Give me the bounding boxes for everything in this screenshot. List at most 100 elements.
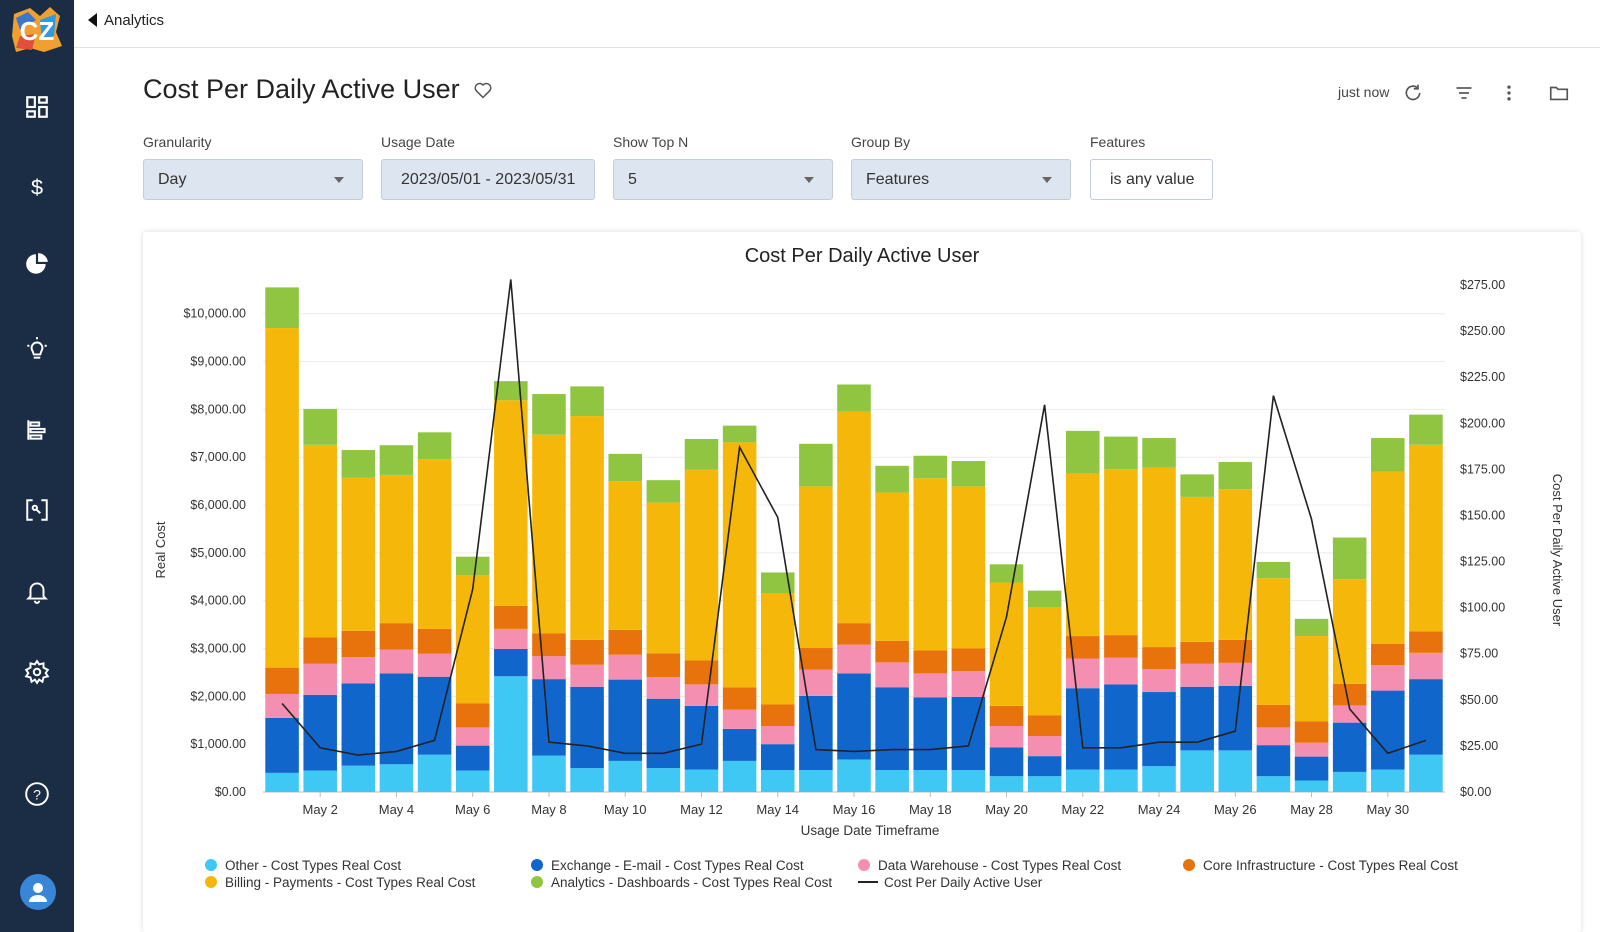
bar-segment[interactable]: [875, 769, 909, 792]
bar-segment[interactable]: [1104, 469, 1138, 636]
bar-segment[interactable]: [760, 725, 795, 745]
bar-segment[interactable]: [1218, 639, 1253, 663]
bar-segment[interactable]: [1256, 745, 1291, 777]
bar-segment[interactable]: [265, 328, 299, 668]
bar-segment[interactable]: [379, 673, 414, 765]
bar-segment[interactable]: [1218, 461, 1253, 490]
bar-segment[interactable]: [1065, 769, 1100, 792]
legend-item[interactable]: Exchange - E-mail - Cost Types Real Cost: [531, 858, 804, 873]
bar-segment[interactable]: [1218, 662, 1253, 686]
bar-segment[interactable]: [1142, 669, 1176, 693]
bar-segment[interactable]: [684, 439, 719, 470]
bar-segment[interactable]: [1180, 686, 1214, 751]
bar-segment[interactable]: [913, 697, 948, 770]
legend-item[interactable]: Billing - Payments - Cost Types Real Cos…: [205, 875, 475, 890]
bar-segment[interactable]: [1294, 756, 1329, 781]
cz-logo[interactable]: CZ: [10, 6, 64, 54]
bar-segment[interactable]: [875, 465, 909, 493]
bar-segment[interactable]: [1409, 754, 1443, 792]
bar-segment[interactable]: [646, 677, 681, 699]
bar-list-icon[interactable]: [17, 410, 57, 450]
bar-segment[interactable]: [265, 693, 299, 718]
bar-segment[interactable]: [1027, 607, 1062, 716]
bar-segment[interactable]: [1371, 438, 1405, 472]
bar-segment[interactable]: [341, 765, 376, 792]
bar-segment[interactable]: [494, 648, 528, 677]
bar-segment[interactable]: [913, 455, 948, 479]
bar-segment[interactable]: [1027, 756, 1062, 777]
bar-segment[interactable]: [455, 703, 490, 728]
bar-segment[interactable]: [760, 593, 795, 705]
bar-segment[interactable]: [951, 461, 986, 487]
bar-segment[interactable]: [379, 649, 414, 674]
bar-segment[interactable]: [265, 287, 299, 329]
bar-segment[interactable]: [760, 769, 795, 792]
bar-segment[interactable]: [1371, 643, 1405, 666]
bar-segment[interactable]: [341, 683, 376, 766]
bar-segment[interactable]: [1065, 473, 1100, 637]
bar-segment[interactable]: [1256, 578, 1291, 705]
bar-segment[interactable]: [837, 673, 871, 760]
bar-segment[interactable]: [1104, 635, 1138, 658]
bar-segment[interactable]: [1409, 679, 1443, 755]
bar-segment[interactable]: [799, 769, 833, 792]
usage-date-picker[interactable]: 2023/05/01 - 2023/05/31: [381, 159, 595, 200]
legend-item[interactable]: Data Warehouse - Cost Types Real Cost: [858, 858, 1121, 873]
bar-segment[interactable]: [1104, 436, 1138, 470]
bar-segment[interactable]: [532, 633, 566, 657]
bar-segment[interactable]: [265, 717, 299, 773]
bar-segment[interactable]: [379, 445, 414, 475]
group-by-select[interactable]: Features: [851, 159, 1071, 200]
bar-segment[interactable]: [1027, 590, 1062, 608]
bar-segment[interactable]: [303, 408, 337, 445]
bar-segment[interactable]: [455, 770, 490, 792]
bar-segment[interactable]: [1409, 652, 1443, 680]
legend-item[interactable]: Cost Per Daily Active User: [858, 875, 1042, 890]
bar-segment[interactable]: [1027, 776, 1062, 792]
granularity-select[interactable]: Day: [143, 159, 363, 200]
bar-segment[interactable]: [455, 575, 490, 704]
bar-segment[interactable]: [875, 492, 909, 641]
refresh-icon[interactable]: [1400, 80, 1426, 106]
bar-segment[interactable]: [341, 630, 376, 658]
bar-segment[interactable]: [913, 673, 948, 698]
bar-segment[interactable]: [570, 768, 604, 792]
bar-segment[interactable]: [417, 653, 452, 677]
bar-segment[interactable]: [722, 687, 757, 710]
bar-segment[interactable]: [608, 760, 643, 792]
more-options-icon[interactable]: [1496, 80, 1522, 106]
bar-segment[interactable]: [684, 769, 719, 792]
bar-segment[interactable]: [570, 639, 604, 665]
bar-segment[interactable]: [913, 769, 948, 792]
bar-segment[interactable]: [1027, 736, 1062, 757]
bar-segment[interactable]: [608, 679, 643, 761]
help-icon[interactable]: ?: [17, 774, 57, 814]
bar-segment[interactable]: [646, 698, 681, 769]
bar-segment[interactable]: [1294, 721, 1329, 743]
bar-segment[interactable]: [646, 768, 681, 792]
bar-segment[interactable]: [417, 676, 452, 755]
bar-segment[interactable]: [722, 442, 757, 688]
bar-segment[interactable]: [1294, 742, 1329, 757]
bar-segment[interactable]: [532, 755, 566, 792]
bar-segment[interactable]: [722, 760, 757, 792]
bar-segment[interactable]: [837, 623, 871, 645]
dollar-icon[interactable]: $: [17, 167, 57, 207]
bar-segment[interactable]: [1065, 430, 1100, 474]
bar-segment[interactable]: [837, 384, 871, 412]
bar-segment[interactable]: [303, 770, 337, 792]
bar-segment[interactable]: [837, 644, 871, 674]
bar-segment[interactable]: [875, 662, 909, 688]
bar-segment[interactable]: [379, 623, 414, 650]
scan-icon[interactable]: [17, 490, 57, 530]
bar-segment[interactable]: [684, 705, 719, 770]
bar-segment[interactable]: [722, 425, 757, 443]
bar-segment[interactable]: [684, 660, 719, 685]
bar-segment[interactable]: [1104, 684, 1138, 770]
bar-segment[interactable]: [455, 745, 490, 771]
bar-segment[interactable]: [951, 769, 986, 792]
bar-segment[interactable]: [379, 764, 414, 792]
bar-segment[interactable]: [532, 394, 566, 435]
bar-segment[interactable]: [494, 628, 528, 649]
bar-segment[interactable]: [1142, 647, 1176, 670]
